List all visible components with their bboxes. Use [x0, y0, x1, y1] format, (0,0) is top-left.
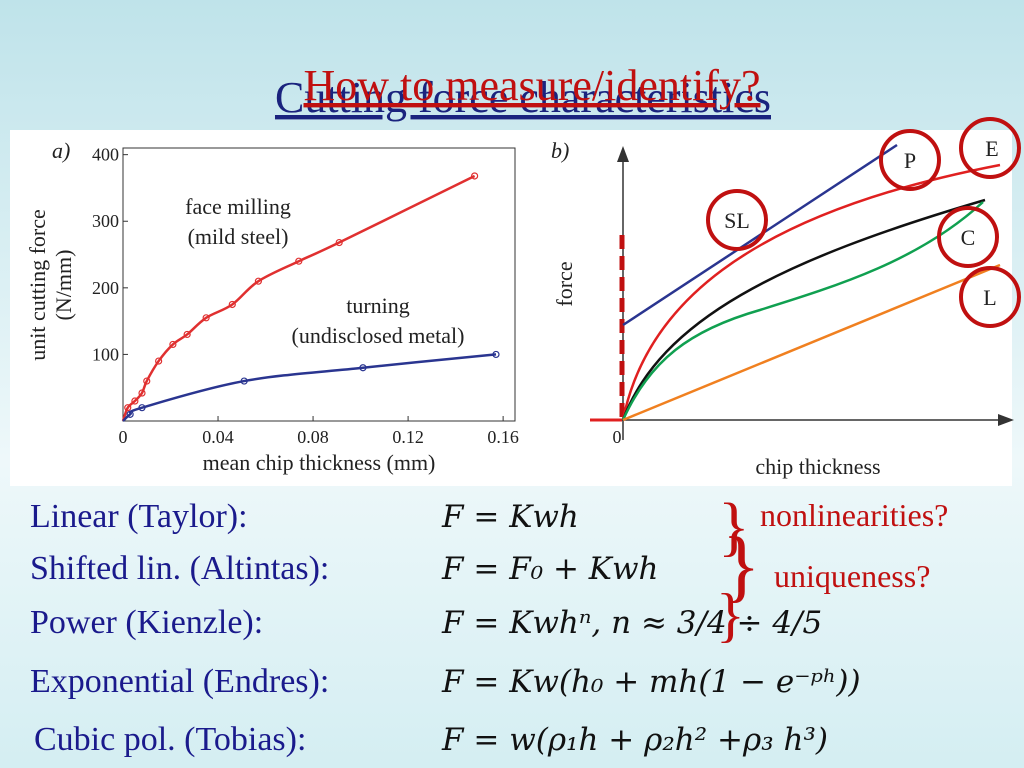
chart-a: 0 0.04 0.08 0.12 0.16 100 200 300 400 a) mean chip… [25, 138, 519, 475]
plot-frame [122, 147, 516, 422]
model-name: Exponential (Endres): [30, 663, 329, 700]
model-name: Shifted lin. (Altintas): [30, 550, 329, 587]
data-point [335, 238, 343, 247]
y-tick-label: 300 [92, 211, 119, 231]
fit-curve [121, 174, 476, 422]
brace: } [718, 490, 750, 563]
data-point [295, 257, 303, 265]
annotation: (undisclosed metal) [292, 323, 465, 348]
brace: } [722, 522, 760, 610]
x-axis-label: chip thickness [755, 454, 880, 479]
data-point [183, 330, 191, 339]
panel-label: a) [52, 138, 70, 163]
data-point [138, 404, 146, 412]
model-formula: F = Kw(h₀ + mh(1 − e⁻ᵖʰ)) [441, 664, 861, 700]
model-formula: F = Kwhⁿ, n ≈ 3/4 ÷ 4/5 [441, 605, 822, 641]
y-axis-label: force [552, 261, 577, 306]
data-point [155, 357, 163, 365]
curve-label: SL [724, 208, 750, 233]
curve-label: L [983, 285, 996, 310]
models: Linear (Taylor): F = Kwh Shifted lin. (Alt… [30, 498, 861, 758]
data-point [143, 377, 151, 385]
figure-panel [10, 130, 1012, 486]
model-name: Power (Kienzle): [30, 604, 263, 641]
annotation: turning [346, 293, 410, 318]
y-tick-label: 200 [92, 278, 119, 298]
y-tick-label: 400 [92, 145, 119, 165]
data-point [126, 410, 134, 418]
brace: } [716, 582, 745, 648]
data-point [359, 364, 367, 372]
y-axis-label: unit cutting force [25, 209, 50, 361]
data-point [254, 277, 263, 285]
question: nonlinearities? [760, 497, 948, 533]
x-tick-label: 0.08 [297, 427, 329, 447]
title: Cutting force characteristics [275, 73, 771, 122]
data-point [169, 340, 177, 349]
data-point [471, 172, 479, 180]
data-point [131, 397, 139, 405]
data-point [240, 377, 248, 385]
panel-label: b) [551, 138, 569, 163]
curve-label: P [904, 148, 916, 173]
x-tick-label: 0.12 [392, 427, 424, 447]
curve-label: C [961, 225, 976, 250]
fit-curve [122, 353, 497, 422]
title-overlay: How to measure/identify? [304, 61, 761, 110]
model-formula: F = w(ρ₁h + ρ₂h² +ρ₃ h³) [441, 722, 828, 758]
question: uniqueness? [774, 558, 930, 594]
x-tick-label: 0.04 [202, 427, 234, 447]
curve-label: E [985, 136, 998, 161]
model-name: Linear (Taylor): [30, 498, 248, 535]
model-name: Cubic pol. (Tobias): [34, 721, 306, 758]
model-formula: F = F₀ + Kwh [441, 551, 658, 587]
data-point [124, 404, 132, 412]
origin-label: 0 [613, 427, 622, 447]
model-formula: F = Kwh [441, 499, 579, 535]
y-tick-label: 100 [92, 344, 119, 364]
x-axis-label: mean chip thickness (mm) [203, 450, 436, 475]
chart-b [590, 117, 1021, 440]
y-axis-label: (N/mm) [51, 250, 76, 321]
data-point [228, 300, 236, 309]
data-point [138, 389, 146, 397]
x-tick-label: 0 [119, 427, 128, 447]
data-point [492, 350, 500, 359]
annotation: face milling [185, 194, 291, 219]
x-tick-label: 0.16 [487, 427, 519, 447]
data-point [202, 314, 210, 322]
annotation: (mild steel) [188, 224, 289, 249]
